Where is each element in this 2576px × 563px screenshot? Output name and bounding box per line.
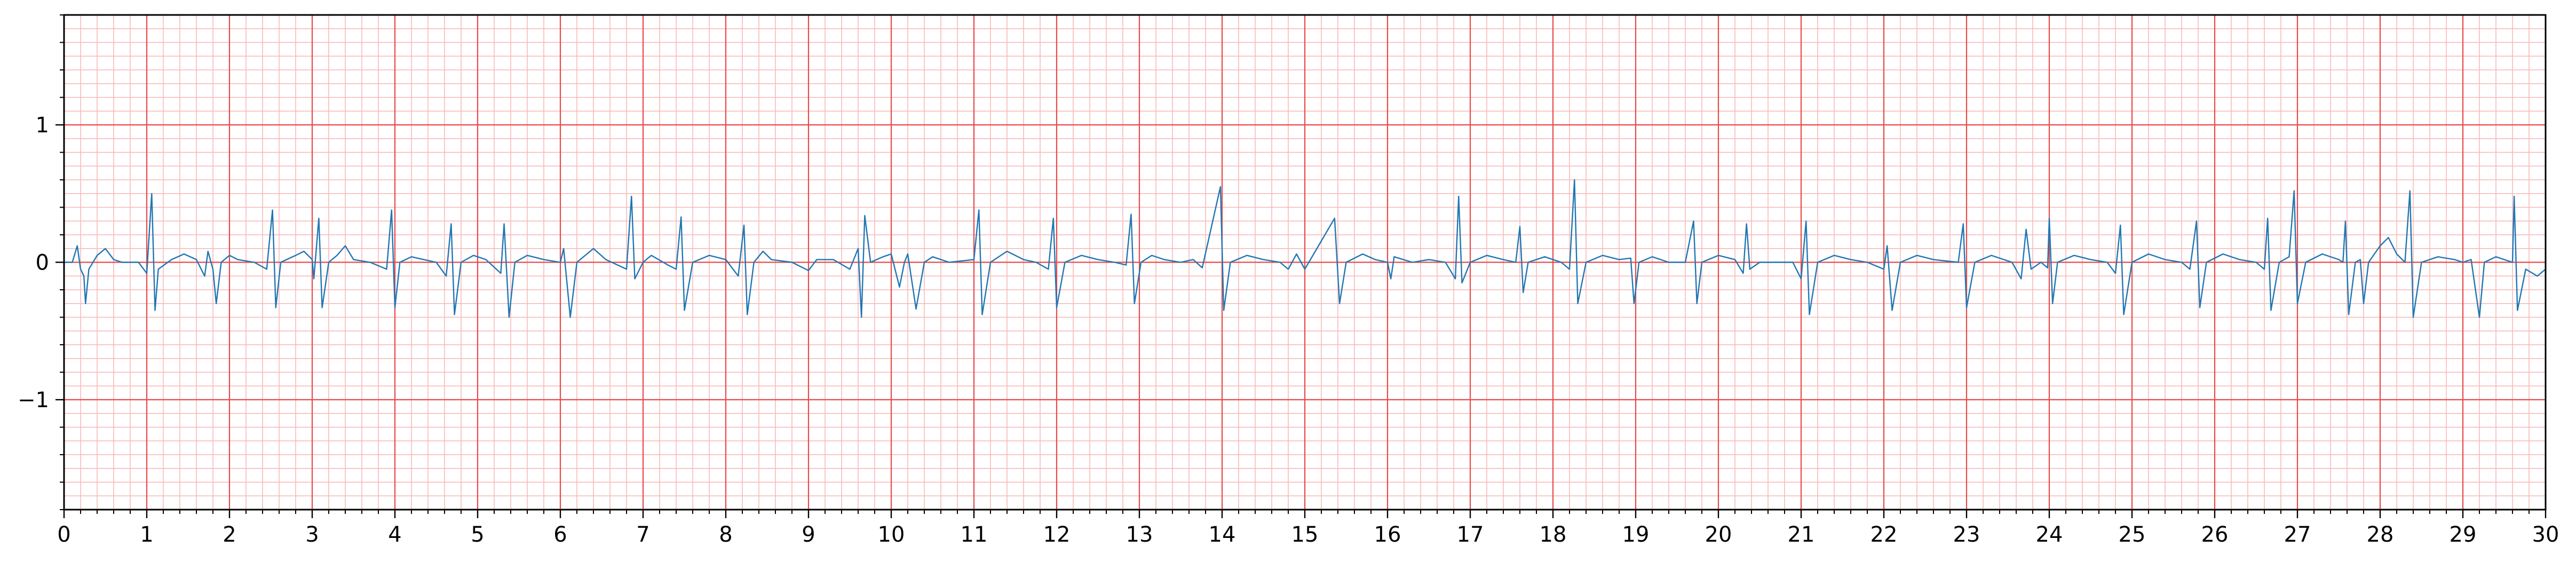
x-tick-label: 18 [1540, 522, 1567, 547]
x-tick-label: 27 [2284, 522, 2311, 547]
x-tick-label: 21 [1788, 522, 1815, 547]
x-tick-label: 24 [2036, 522, 2063, 547]
x-tick-label: 14 [1209, 522, 1236, 547]
x-tick-label: 13 [1126, 522, 1153, 547]
x-tick-label: 9 [802, 522, 815, 547]
x-tick-label: 28 [2367, 522, 2394, 547]
x-tick-label: 7 [636, 522, 649, 547]
y-tick-label: −1 [18, 388, 49, 413]
x-tick-label: 11 [961, 522, 988, 547]
x-tick-label: 30 [2532, 522, 2559, 547]
x-axis: 0 1 2 3 4 5 6 7 8 9 10 11 12 13 14 15 16 17 18 19 20 21 22 23 24… [57, 510, 2559, 547]
x-tick-label: 26 [2201, 522, 2229, 547]
ecg-trace-line [64, 179, 2546, 318]
x-tick-label: 17 [1457, 522, 1484, 547]
y-tick-label: 0 [36, 251, 49, 275]
series-layer [64, 179, 2546, 318]
x-tick-label: 0 [57, 522, 70, 547]
x-tick-label: 3 [305, 522, 319, 547]
y-axis: −1 0 1 [18, 14, 64, 510]
x-tick-label: 10 [878, 522, 905, 547]
x-tick-label: 25 [2119, 522, 2146, 547]
x-tick-label: 20 [1705, 522, 1732, 547]
x-tick-label: 12 [1043, 522, 1071, 547]
x-tick-label: 19 [1622, 522, 1650, 547]
x-tick-label: 15 [1291, 522, 1319, 547]
x-tick-label: 16 [1374, 522, 1401, 547]
x-tick-label: 1 [140, 522, 153, 547]
x-tick-label: 23 [1953, 522, 1980, 547]
x-tick-label: 8 [719, 522, 732, 547]
x-tick-label: 5 [471, 522, 484, 547]
x-tick-label: 29 [2450, 522, 2477, 547]
x-tick-label: 2 [223, 522, 236, 547]
x-tick-label: 6 [553, 522, 567, 547]
x-tick-label: 4 [388, 522, 401, 547]
y-tick-label: 1 [36, 113, 49, 138]
x-tick-label: 22 [1870, 522, 1898, 547]
